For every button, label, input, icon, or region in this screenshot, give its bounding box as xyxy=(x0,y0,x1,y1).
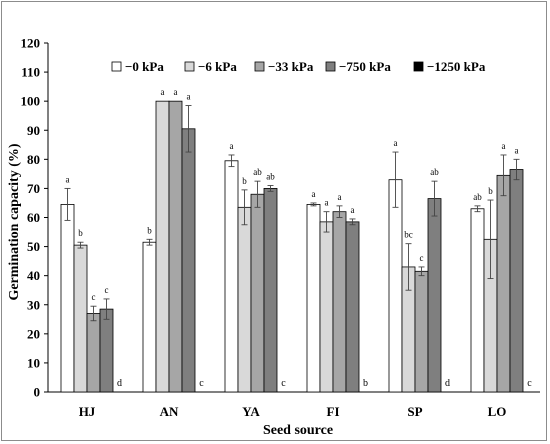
significance-letter: b xyxy=(147,225,152,235)
legend-swatch xyxy=(413,61,424,72)
bar xyxy=(99,308,114,393)
y-tick-label: 100 xyxy=(21,94,41,109)
y-axis: 0 10 20 30 40 50 60 70 80 90 100 110 120 xyxy=(21,36,49,400)
y-tick-label: 40 xyxy=(27,268,40,283)
x-tick-label: AN xyxy=(160,404,179,419)
y-tick-label: 20 xyxy=(27,326,40,341)
bar xyxy=(142,241,157,393)
significance-letter: c xyxy=(420,253,424,263)
legend-swatch xyxy=(254,61,265,72)
y-tick-label: 110 xyxy=(21,65,40,80)
significance-letter: ab xyxy=(473,192,482,202)
significance-letter: a xyxy=(187,92,191,102)
y-tick-label: 0 xyxy=(34,385,41,400)
y-tick-label: 120 xyxy=(21,36,41,51)
significance-letter: a xyxy=(230,141,234,151)
y-tick-label: 80 xyxy=(27,152,40,167)
significance-letter: ab xyxy=(253,167,262,177)
significance-letter: c xyxy=(199,378,204,389)
significance-letter: a xyxy=(394,138,398,148)
bars-layer xyxy=(60,100,524,393)
x-tick-label: LO xyxy=(488,404,507,419)
x-tick-label: YA xyxy=(242,404,260,419)
x-axis-title: Seed source xyxy=(263,423,333,438)
error-bars-layer xyxy=(64,105,520,322)
significance-letter: a xyxy=(174,87,178,97)
significance-letter: bc xyxy=(404,230,413,240)
bar xyxy=(388,179,403,393)
legend-label: −1250 kPa xyxy=(427,59,486,74)
legend: −0 kPa −6 kPa −33 kPa −750 kPa −1250 kPa xyxy=(111,59,486,74)
legend-label: −750 kPa xyxy=(339,59,391,74)
y-tick-label: 30 xyxy=(27,297,40,312)
bar xyxy=(250,193,265,393)
significance-letter: b xyxy=(363,378,368,389)
x-tick-label: HJ xyxy=(79,404,96,419)
bar xyxy=(181,128,196,393)
x-axis: HJ AN YA FI SP LO xyxy=(48,391,540,419)
significance-letter: a xyxy=(161,87,165,97)
bar xyxy=(414,270,429,393)
legend-swatch xyxy=(325,61,336,72)
y-axis-title: Germination capacity (%) xyxy=(7,143,22,300)
bar xyxy=(60,204,75,393)
bar xyxy=(427,198,442,393)
bar xyxy=(496,174,511,393)
legend-label: −33 kPa xyxy=(268,59,314,74)
significance-letter: c xyxy=(527,378,532,389)
legend-swatch xyxy=(184,61,195,72)
significance-letter: b xyxy=(242,176,247,186)
y-tick-label: 50 xyxy=(27,239,40,254)
legend-label: −0 kPa xyxy=(125,59,164,74)
bar xyxy=(73,244,88,393)
y-tick-label: 70 xyxy=(27,181,40,196)
bar xyxy=(168,100,183,393)
legend-swatch xyxy=(111,61,122,72)
bar xyxy=(470,208,485,393)
significance-letter: a xyxy=(312,189,316,199)
y-tick-label: 60 xyxy=(27,210,40,225)
bar xyxy=(237,206,252,393)
significance-letter: a xyxy=(66,174,70,184)
bar xyxy=(263,188,278,393)
x-tick-label: SP xyxy=(407,404,422,419)
significance-letter: c xyxy=(92,292,96,302)
bar xyxy=(224,160,239,393)
significance-letter: d xyxy=(445,378,450,389)
y-tick-label: 90 xyxy=(27,123,40,138)
bar xyxy=(306,204,321,393)
significance-letter: b xyxy=(488,186,493,196)
significance-letter: a xyxy=(325,198,329,208)
significance-letter: ab xyxy=(266,172,275,182)
significance-letter: d xyxy=(117,378,122,389)
significance-letter: a xyxy=(351,205,355,215)
significance-letter: b xyxy=(78,228,83,238)
significance-letter: c xyxy=(105,285,109,295)
bar xyxy=(86,313,101,393)
bar xyxy=(332,211,347,393)
bar xyxy=(155,100,170,393)
significance-letter: c xyxy=(281,378,286,389)
significance-letter: a xyxy=(338,192,342,202)
bar xyxy=(319,221,334,393)
legend-label: −6 kPa xyxy=(198,59,237,74)
significance-letter: a xyxy=(502,141,506,151)
bar xyxy=(509,169,524,393)
significance-letter: a xyxy=(515,145,519,155)
x-tick-label: FI xyxy=(327,404,340,419)
significance-letter: ab xyxy=(430,167,439,177)
y-tick-label: 10 xyxy=(27,355,40,370)
bar xyxy=(345,221,360,393)
